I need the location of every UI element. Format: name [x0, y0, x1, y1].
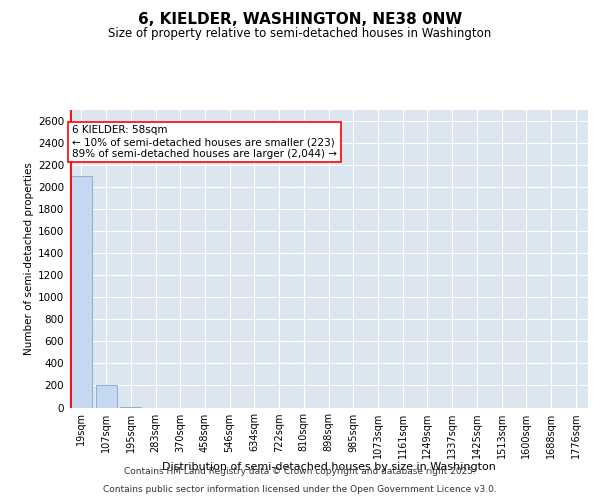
Text: Contains HM Land Registry data © Crown copyright and database right 2025.: Contains HM Land Registry data © Crown c… [124, 467, 476, 476]
Bar [71, 176, 92, 408]
X-axis label: Distribution of semi-detached houses by size in Washington: Distribution of semi-detached houses by … [161, 462, 496, 472]
Text: Contains public sector information licensed under the Open Government Licence v3: Contains public sector information licen… [103, 485, 497, 494]
Bar [95, 386, 116, 407]
Text: 6, KIELDER, WASHINGTON, NE38 0NW: 6, KIELDER, WASHINGTON, NE38 0NW [138, 12, 462, 28]
Text: 6 KIELDER: 58sqm
← 10% of semi-detached houses are smaller (223)
89% of semi-det: 6 KIELDER: 58sqm ← 10% of semi-detached … [72, 126, 337, 158]
Text: Size of property relative to semi-detached houses in Washington: Size of property relative to semi-detach… [109, 28, 491, 40]
Y-axis label: Number of semi-detached properties: Number of semi-detached properties [24, 162, 34, 355]
